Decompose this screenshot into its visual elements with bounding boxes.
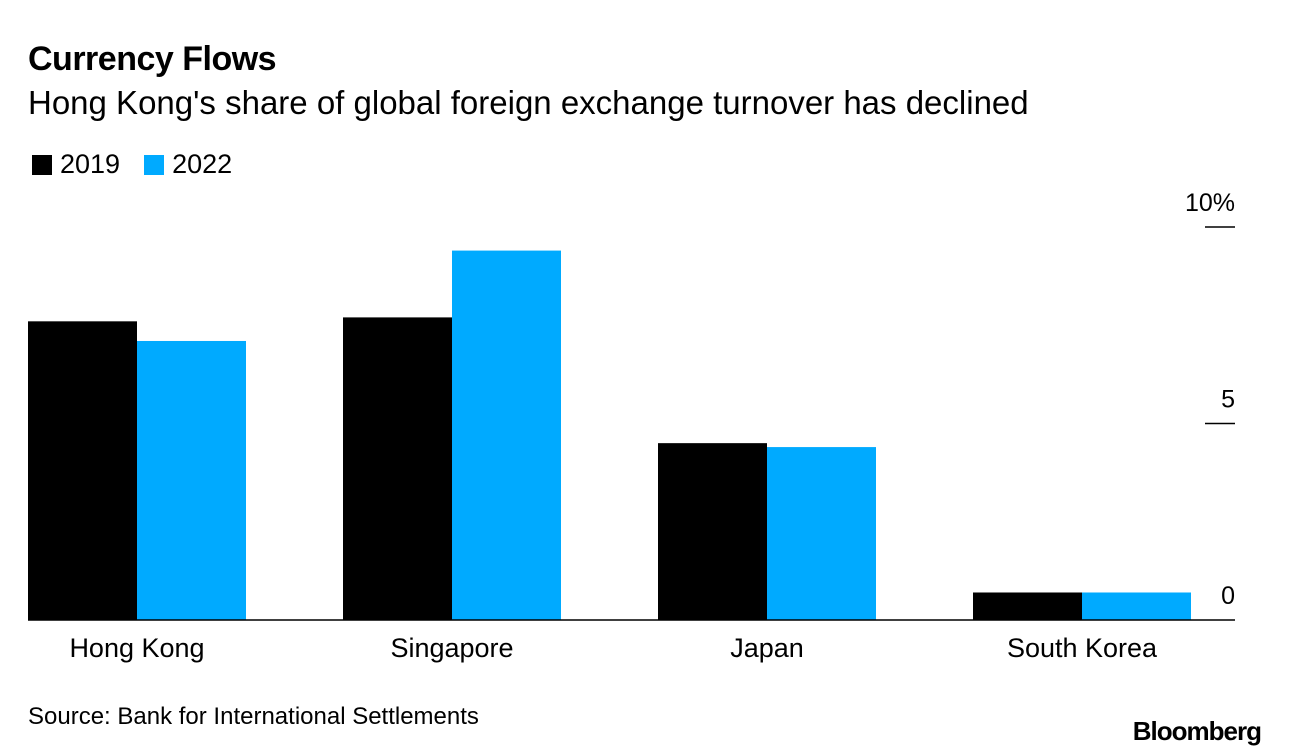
chart-subtitle: Hong Kong's share of global foreign exch… [28,84,1029,121]
bar-singapore-2019 [343,317,452,620]
bloomberg-logo: Bloomberg [1132,716,1262,746]
bar-japan-2019 [658,443,767,620]
legend-label-2019: 2019 [60,149,121,179]
bar-south-korea-2022 [1082,592,1191,620]
y-tick-label: 10% [1185,189,1235,217]
bar-hong-kong-2019 [28,321,137,620]
legend-label-2022: 2022 [172,149,233,179]
y-tick-label: 5 [1221,386,1235,414]
bar-singapore-2022 [452,250,561,620]
x-tick-label: Hong Kong [69,633,204,663]
y-tick-label: 0 [1221,582,1235,610]
bar-hong-kong-2022 [137,340,246,620]
x-tick-label: South Korea [1007,633,1158,663]
x-tick-label: Singapore [390,633,513,663]
source-note: Source: Bank for International Settlemen… [28,703,479,730]
chart-legend: 2019 2022 [32,149,256,180]
legend-swatch-2019 [32,154,52,175]
x-tick-label: Japan [730,633,804,663]
bar-south-korea-2019 [973,592,1082,620]
legend-item-2022: 2022 [144,149,232,180]
legend-item-2019: 2019 [32,149,120,180]
bar-japan-2022 [767,447,876,620]
chart-title: Currency Flows [28,40,277,78]
legend-swatch-2022 [144,154,165,175]
